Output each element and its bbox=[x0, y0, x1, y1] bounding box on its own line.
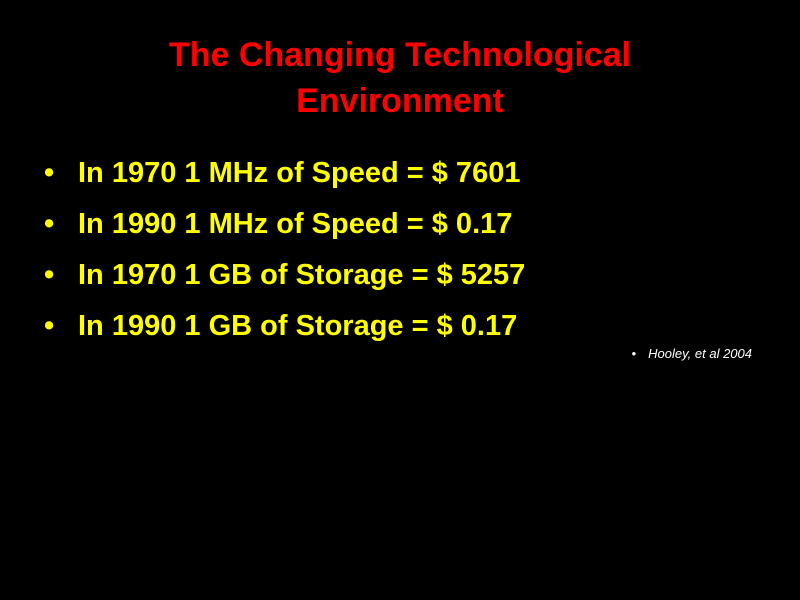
citation: Hooley, et al 2004 bbox=[632, 346, 752, 361]
title-line: The Changing Technological bbox=[168, 36, 632, 74]
bullet: In 1970 1 GB of Storage = $ 5257 bbox=[44, 250, 525, 301]
bullet: In 1990 1 GB of Storage = $ 0.17 bbox=[44, 301, 525, 352]
bullet: In 1970 1 MHz of Speed = $ 7601 bbox=[44, 148, 525, 199]
bullet-list: In 1970 1 MHz of Speed = $ 7601 In 1990 … bbox=[44, 148, 525, 352]
slide-title: The Changing Technological Environment bbox=[0, 32, 800, 124]
bullet: In 1990 1 MHz of Speed = $ 0.17 bbox=[44, 199, 525, 250]
title-line: Environment bbox=[296, 82, 504, 120]
